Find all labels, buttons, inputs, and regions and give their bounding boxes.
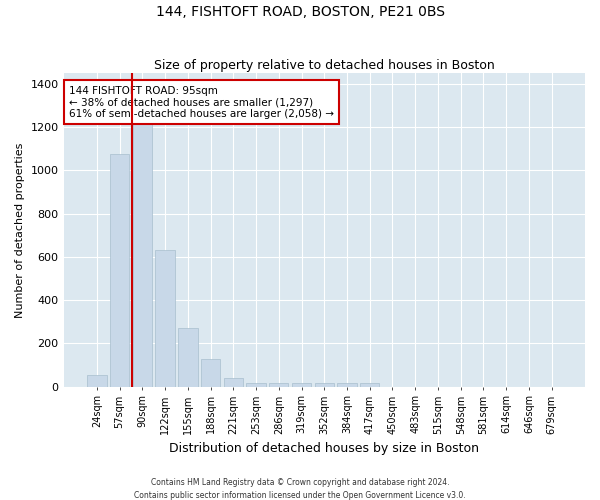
Title: Size of property relative to detached houses in Boston: Size of property relative to detached ho… xyxy=(154,59,494,72)
Bar xyxy=(155,250,175,386)
Bar xyxy=(201,358,220,386)
Bar xyxy=(292,383,311,386)
Text: Contains HM Land Registry data © Crown copyright and database right 2024.
Contai: Contains HM Land Registry data © Crown c… xyxy=(134,478,466,500)
Bar xyxy=(360,383,379,386)
Bar xyxy=(247,383,266,386)
Bar xyxy=(110,154,130,386)
Bar xyxy=(87,375,107,386)
Bar xyxy=(133,112,152,386)
Bar xyxy=(224,378,243,386)
Bar xyxy=(314,383,334,386)
Text: 144, FISHTOFT ROAD, BOSTON, PE21 0BS: 144, FISHTOFT ROAD, BOSTON, PE21 0BS xyxy=(155,5,445,19)
Bar xyxy=(269,383,289,386)
Text: 144 FISHTOFT ROAD: 95sqm
← 38% of detached houses are smaller (1,297)
61% of sem: 144 FISHTOFT ROAD: 95sqm ← 38% of detach… xyxy=(69,86,334,119)
Y-axis label: Number of detached properties: Number of detached properties xyxy=(15,142,25,318)
Bar xyxy=(178,328,197,386)
X-axis label: Distribution of detached houses by size in Boston: Distribution of detached houses by size … xyxy=(169,442,479,455)
Bar xyxy=(337,383,356,386)
